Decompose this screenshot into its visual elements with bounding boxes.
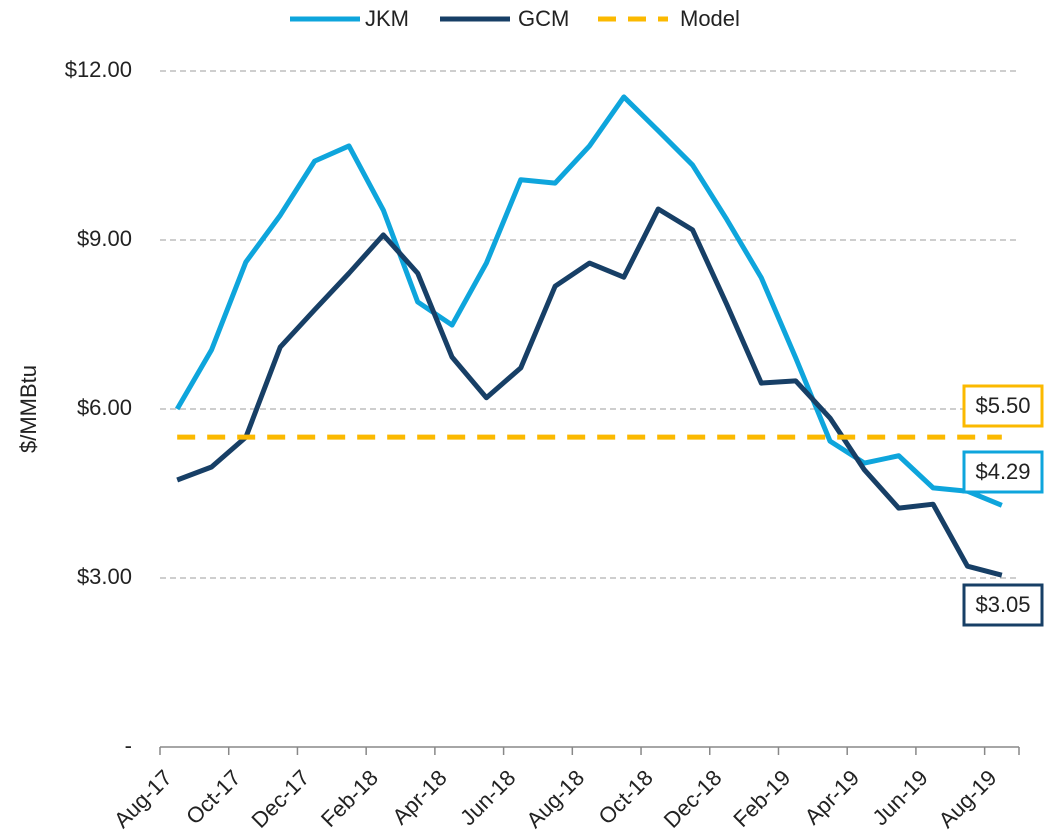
x-tick-label: Dec-17 xyxy=(246,765,314,833)
x-tick-label: Aug-18 xyxy=(521,765,589,833)
x-tick-label: Apr-18 xyxy=(387,765,451,829)
x-tick-label: Jun-19 xyxy=(867,765,932,830)
legend-label: Model xyxy=(680,6,740,31)
line-series xyxy=(175,94,1003,508)
x-tick-label: Oct-18 xyxy=(593,765,657,829)
end-label: $3.05 xyxy=(975,592,1030,617)
y-tick-label: - xyxy=(125,733,132,758)
x-tick-label: Aug-17 xyxy=(109,765,177,833)
x-tick-label: Dec-18 xyxy=(659,765,727,833)
legend-label: JKM xyxy=(365,6,409,31)
end-label-box xyxy=(962,384,1044,428)
x-tick-label: Apr-19 xyxy=(800,765,864,829)
end-label: $5.50 xyxy=(975,393,1030,418)
x-tick-label: Feb-19 xyxy=(728,765,795,832)
end-label-box xyxy=(962,583,1044,627)
x-tick-label: Aug-19 xyxy=(934,765,1002,833)
end-label: $4.29 xyxy=(975,459,1030,484)
x-tick-label: Oct-17 xyxy=(181,765,245,829)
x-tick-label: Jun-18 xyxy=(455,765,520,830)
line-series xyxy=(176,206,1003,578)
end-label-box xyxy=(962,450,1044,494)
y-tick-label: $12.00 xyxy=(65,57,132,82)
x-tick-label: Feb-18 xyxy=(316,765,383,832)
y-axis-label: $/MMBtu xyxy=(16,365,41,453)
y-tick-label: $9.00 xyxy=(77,226,132,251)
y-tick-label: $3.00 xyxy=(77,564,132,589)
y-tick-label: $6.00 xyxy=(77,395,132,420)
legend-label: GCM xyxy=(518,6,569,31)
